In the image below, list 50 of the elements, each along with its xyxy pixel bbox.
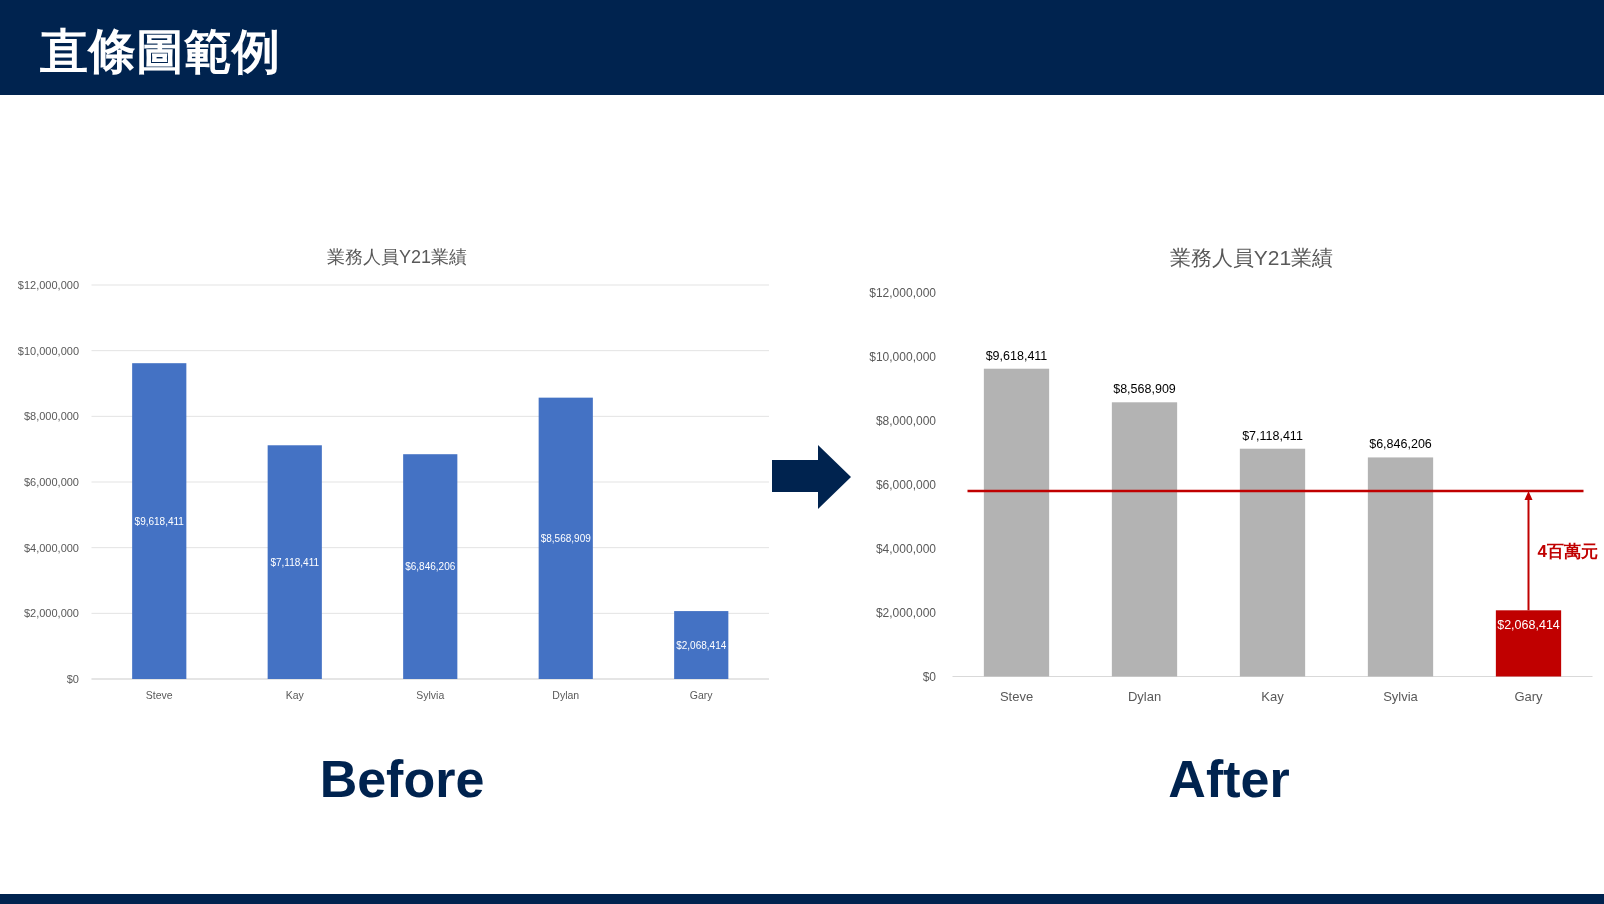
text: 直條圖範例 [39, 25, 280, 78]
chart-title: 業務人員Y21業績 [1169, 246, 1334, 269]
y-tick-label: $6,000,000 [23, 475, 79, 488]
bar [1111, 402, 1178, 677]
chart-title: 業務人員Y21業績 [326, 247, 468, 267]
y-tick-label: $2,000,000 [875, 605, 937, 620]
x-tick-label: Gary [1514, 689, 1544, 704]
data-label: $9,618,411 [985, 348, 1048, 363]
x-tick-label: Sylvia [416, 689, 445, 701]
annotation: 4百萬元 [1537, 541, 1598, 561]
data-label: $8,568,909 [1113, 382, 1176, 397]
y-tick-label: $4,000,000 [875, 541, 937, 556]
y-tick-label: $2,000,000 [23, 607, 79, 620]
y-tick-label: $0 [66, 672, 79, 685]
bar [1495, 610, 1562, 677]
y-tick-label: $0 [922, 669, 937, 684]
y-tick-label: $12,000,000 [17, 278, 79, 291]
x-tick-label: Steve [999, 689, 1034, 704]
text: Before [319, 750, 485, 808]
bar [267, 445, 322, 679]
x-tick-label: Sylvia [1383, 689, 1419, 704]
y-tick-label: $10,000,000 [17, 344, 79, 357]
data-label: $2,068,414 [676, 639, 727, 651]
x-tick-label: Steve [145, 689, 173, 701]
y-tick-label: $12,000,000 [869, 285, 937, 300]
bar [983, 368, 1050, 677]
bar [132, 363, 187, 679]
x-tick-label: Gary [689, 689, 714, 701]
data-label: $9,618,411 [134, 515, 185, 527]
data-label: $2,068,414 [1497, 617, 1560, 632]
x-tick-label: Kay [1261, 689, 1285, 704]
y-tick-label: $8,000,000 [875, 413, 937, 428]
bar [403, 454, 458, 679]
bar [674, 611, 729, 679]
bar [1239, 448, 1306, 677]
data-label: $7,118,411 [270, 556, 320, 568]
y-tick-label: $6,000,000 [875, 477, 937, 492]
y-tick-label: $8,000,000 [23, 410, 79, 423]
data-label: $6,846,206 [405, 561, 456, 573]
x-tick-label: Dylan [1127, 689, 1162, 704]
bar [538, 397, 593, 679]
x-tick-label: Kay [285, 689, 305, 701]
text: After [1168, 750, 1290, 808]
data-label: $7,118,411 [1242, 428, 1303, 443]
data-label: $6,846,206 [1369, 437, 1432, 452]
y-tick-label: $10,000,000 [869, 349, 937, 364]
bar [1367, 457, 1434, 677]
data-label: $8,568,909 [540, 532, 592, 544]
x-tick-label: Dylan [552, 689, 580, 701]
y-tick-label: $4,000,000 [23, 541, 79, 554]
